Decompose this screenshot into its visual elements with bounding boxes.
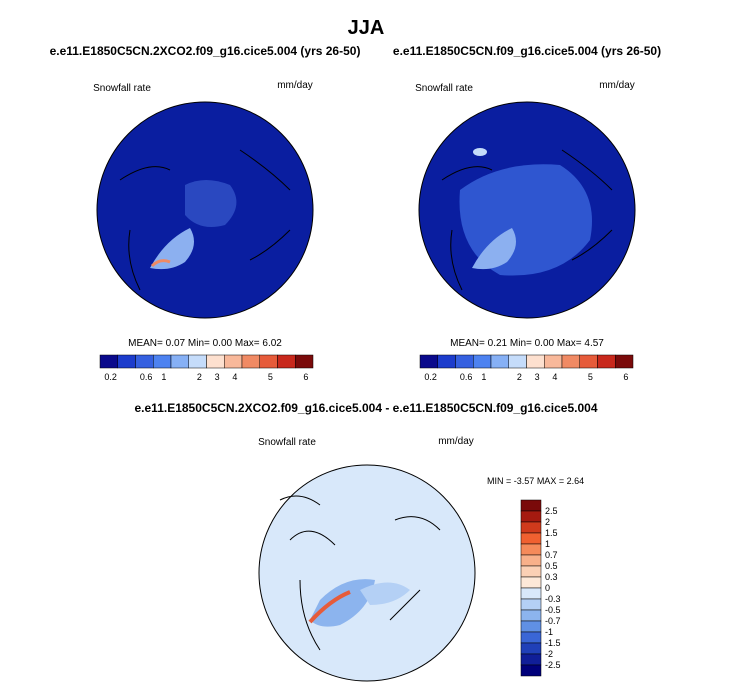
colorbar-box [579,354,598,369]
stats: MIN = -3.57 MAX = 2.64 [487,476,584,486]
colorbar-box [224,354,243,369]
units-label: mm/day [438,436,474,447]
variable-label: Snowfall rate [258,437,316,448]
colorbar-box [277,354,296,369]
colorbar-box [520,532,542,545]
stats: MEAN= 0.21 Min= 0.00 Max= 4.57 [450,338,604,349]
colorbar-label: 0.2 [424,372,437,382]
colorbar-box [437,354,456,369]
colorbar-box [520,565,542,578]
colorbar: 0.2 0.6 1 2 3 4 5 6 [419,354,634,382]
map [258,464,476,682]
variable-label: Snowfall rate [93,83,151,94]
colorbar-label: -0.7 [545,616,561,626]
colorbar-label: 6 [303,372,308,382]
colorbar-box [241,354,260,369]
colorbar-box [520,631,542,644]
colorbar-box [597,354,616,369]
colorbar-box [295,354,314,369]
colorbar-label: 2 [545,517,550,527]
colorbar-box [419,354,438,369]
colorbar-box [455,354,474,369]
colorbar-box [117,354,136,369]
colorbar-box [520,642,542,655]
colorbar-box [473,354,492,369]
colorbar-label: -0.5 [545,605,561,615]
colorbar-box [520,620,542,633]
panel-title: e.e11.E1850C5CN.2XCO2.f09_g16.cice5.004 … [135,401,598,415]
colorbar-label: 1 [161,372,166,382]
colorbar-box [99,354,118,369]
colorbar-label: 2 [197,372,202,382]
colorbar-box [520,609,542,622]
colorbar-box [206,354,225,369]
colorbar-label: 0.7 [545,550,558,560]
colorbar-box [188,354,207,369]
colorbar-box [520,554,542,567]
colorbar-box [520,499,542,512]
colorbar-label: 3 [215,372,220,382]
colorbar-box [520,576,542,589]
colorbar-label: 0.2 [104,372,117,382]
colorbar-label: -2.5 [545,660,561,670]
colorbar-box [544,354,563,369]
colorbar-label: 0.5 [545,561,558,571]
colorbar-label: -2 [545,649,553,659]
panel-title: e.e11.E1850C5CN.f09_g16.cice5.004 (yrs 2… [393,44,661,58]
colorbar-label: -1 [545,627,553,637]
colorbar-box [520,598,542,611]
colorbar-label: 0.6 [140,372,153,382]
colorbar-label: 3 [535,372,540,382]
units-label: mm/day [277,80,313,91]
panel-title: e.e11.E1850C5CN.2XCO2.f09_g16.cice5.004 … [50,44,361,58]
colorbar-label: 4 [552,372,557,382]
colorbar-label: 1.5 [545,528,558,538]
colorbar-box [520,543,542,556]
colorbar-label: 5 [268,372,273,382]
colorbar-box [259,354,278,369]
colorbar-label: 2 [517,372,522,382]
colorbar-label: 1 [545,539,550,549]
colorbar-label: 4 [232,372,237,382]
colorbar-box [561,354,580,369]
colorbar-box [135,354,154,369]
colorbar-box [153,354,172,369]
colorbar-box [520,521,542,534]
variable-label: Snowfall rate [415,83,473,94]
colorbar-box [615,354,634,369]
colorbar-box [526,354,545,369]
colorbar-box [520,587,542,600]
units-label: mm/day [599,80,635,91]
colorbar-label: 0.6 [460,372,473,382]
colorbar-box [490,354,509,369]
map [418,101,636,319]
colorbar: 2.521.510.70.50.30-0.3-0.5-0.7-1-1.5-2-2… [520,499,561,677]
colorbar-box [520,510,542,523]
colorbar-label: 6 [623,372,628,382]
colorbar-box [508,354,527,369]
colorbar-label: 5 [588,372,593,382]
map [96,101,314,319]
colorbar-label: 0.3 [545,572,558,582]
colorbar-box [170,354,189,369]
stats: MEAN= 0.07 Min= 0.00 Max= 6.02 [128,338,282,349]
colorbar-box [520,664,542,677]
colorbar: 0.2 0.6 1 2 3 4 5 6 [99,354,314,382]
colorbar-label: -1.5 [545,638,561,648]
figure-title: JJA [348,17,385,39]
colorbar-label: 1 [481,372,486,382]
colorbar-box [520,653,542,666]
colorbar-label: 0 [545,583,550,593]
colorbar-label: -0.3 [545,594,561,604]
colorbar-label: 2.5 [545,506,558,516]
